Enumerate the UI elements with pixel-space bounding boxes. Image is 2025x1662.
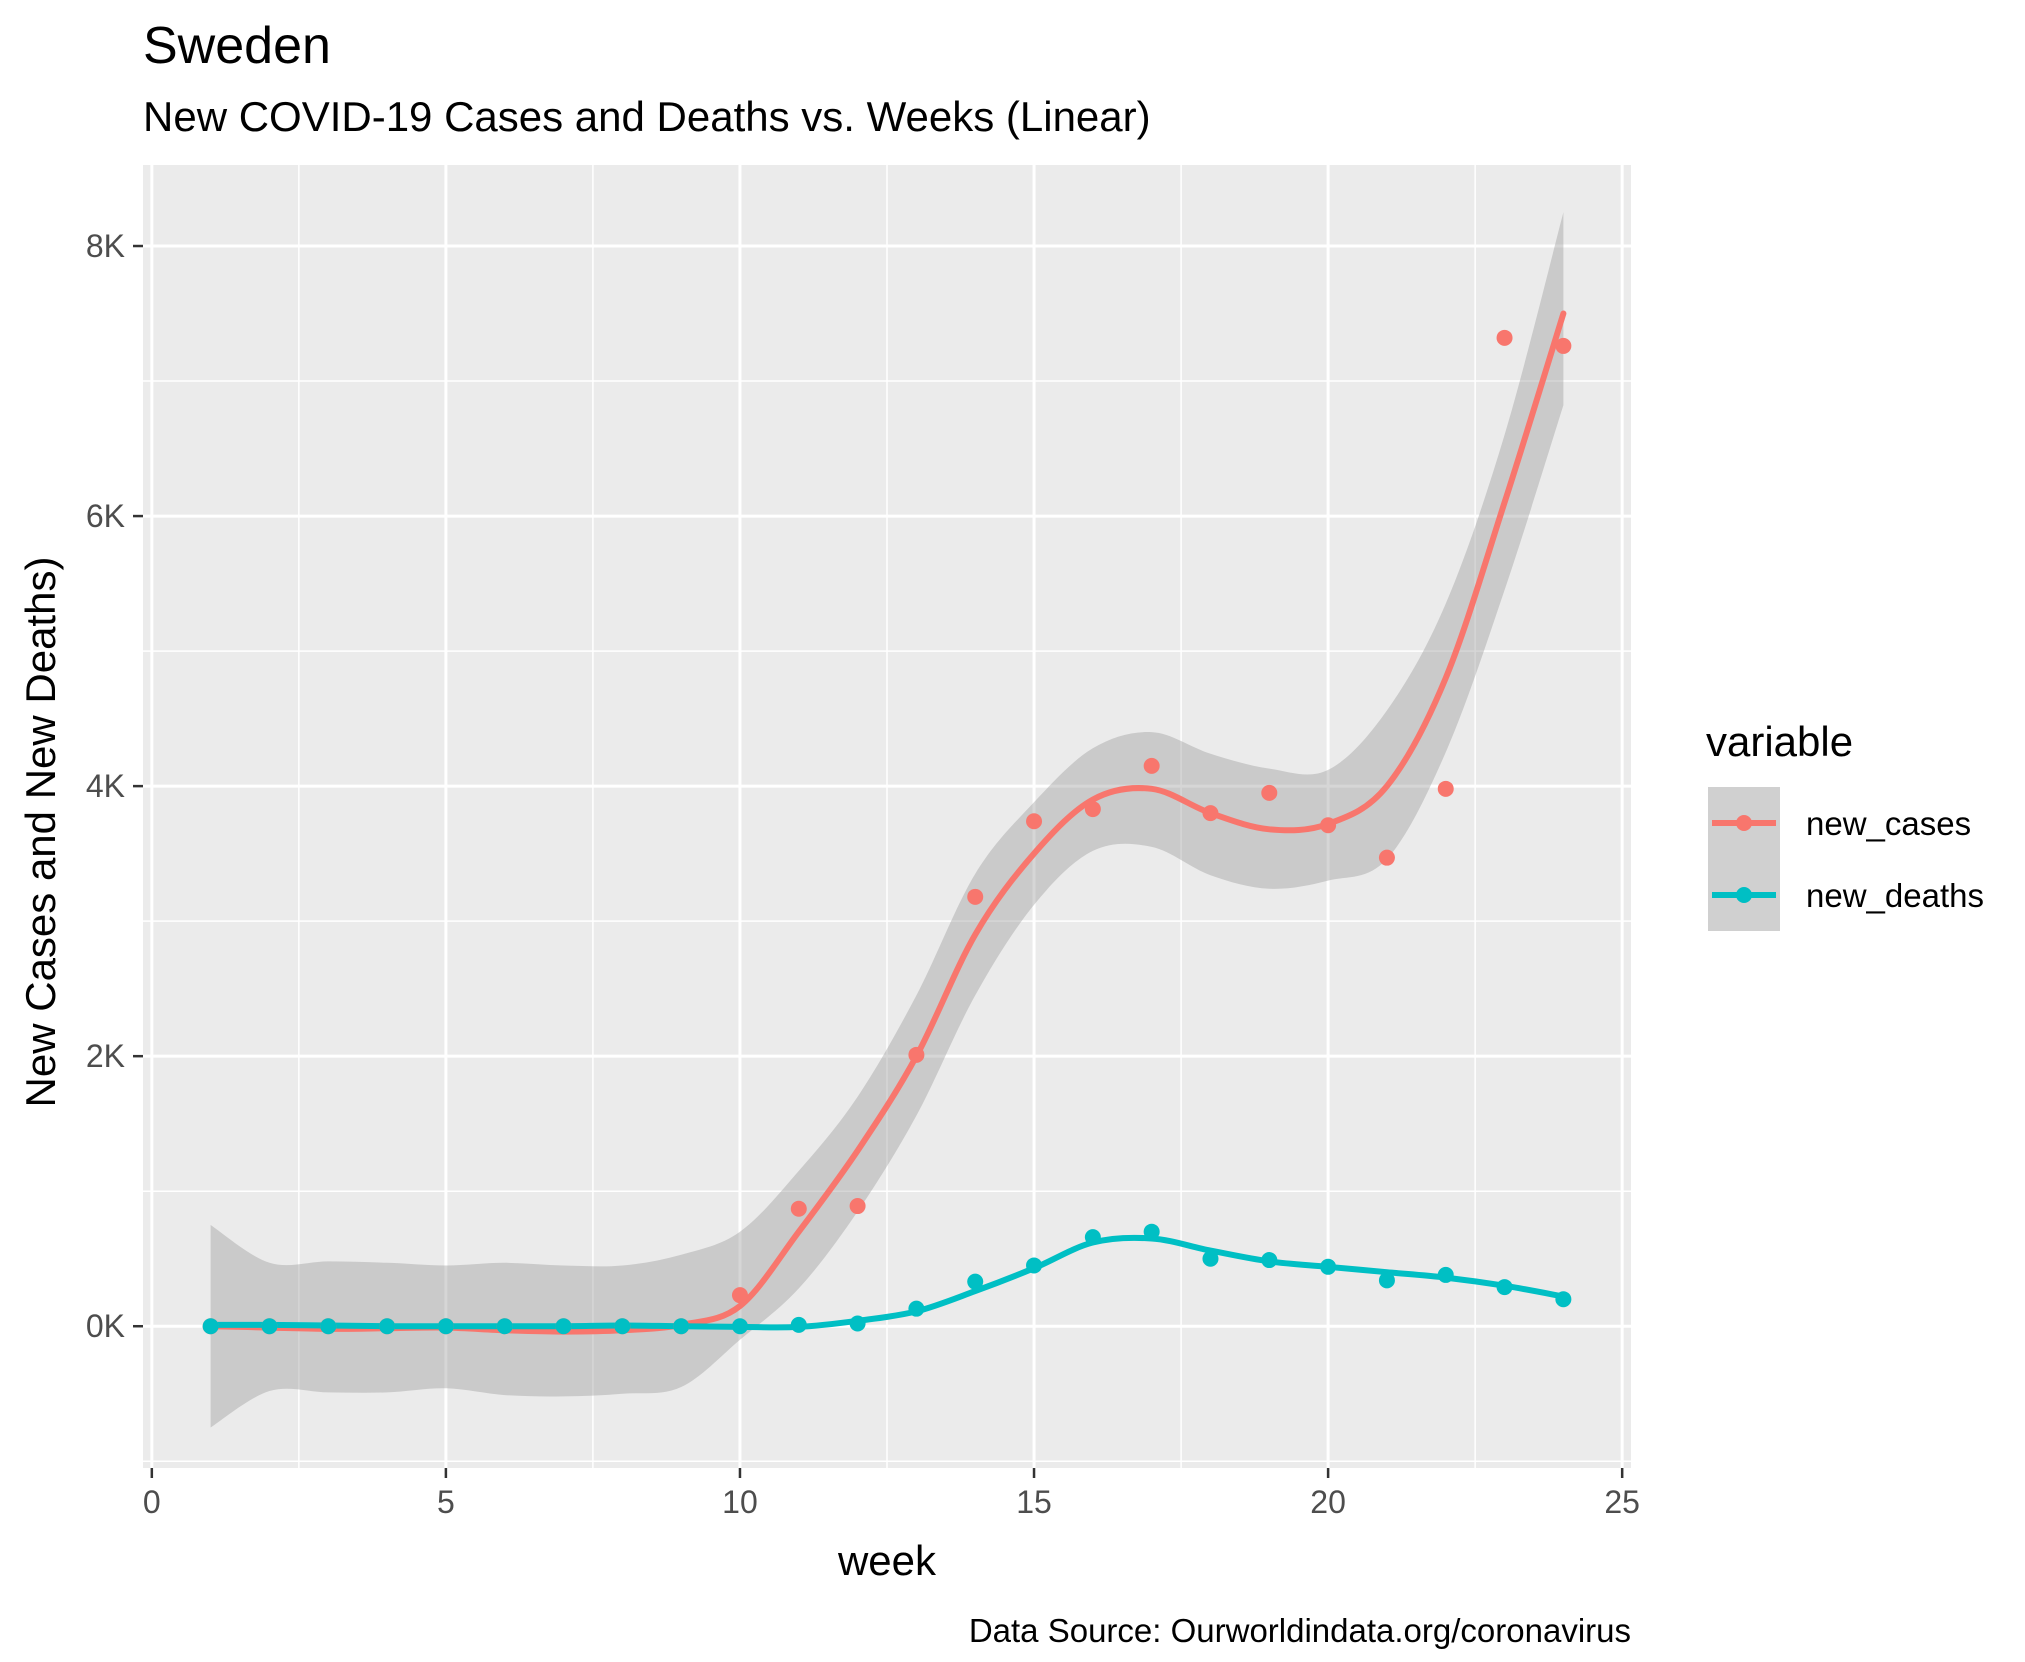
point-new-deaths <box>1437 1266 1454 1283</box>
confidence-band-new-cases <box>210 212 1564 1428</box>
y-axis-title: New Cases and New Deaths) <box>17 557 64 1108</box>
data-points <box>202 329 1572 1335</box>
point-new-deaths <box>967 1273 984 1290</box>
point-new-deaths <box>908 1300 925 1317</box>
x-tick-label: 20 <box>1310 1484 1346 1520</box>
y-tick-label: 6K <box>86 498 125 534</box>
point-new-cases <box>908 1046 925 1063</box>
point-new-deaths <box>1378 1272 1395 1289</box>
chart-subtitle: New COVID-19 Cases and Deaths vs. Weeks … <box>143 93 1151 140</box>
legend-label-new-cases: new_cases <box>1806 805 1971 842</box>
point-new-deaths <box>1202 1250 1219 1267</box>
point-new-deaths <box>1320 1258 1337 1275</box>
legend-label-new-deaths: new_deaths <box>1806 877 1984 914</box>
point-new-deaths <box>1026 1257 1043 1274</box>
point-new-deaths <box>202 1318 219 1335</box>
point-new-cases <box>967 888 984 905</box>
caption: Data Source: Ourworldindata.org/coronavi… <box>969 1612 1631 1649</box>
point-new-cases <box>1378 849 1395 866</box>
y-tick-label: 0K <box>86 1308 125 1344</box>
point-new-deaths <box>1084 1229 1101 1246</box>
point-new-deaths <box>790 1316 807 1333</box>
point-new-deaths <box>849 1315 866 1332</box>
x-tick-label: 10 <box>722 1484 758 1520</box>
x-tick-label: 0 <box>143 1484 161 1520</box>
x-axis: 0 5 10 15 20 25 <box>143 1468 1640 1520</box>
y-tick-label: 8K <box>86 228 125 264</box>
point-new-deaths <box>496 1318 513 1335</box>
point-new-cases <box>1084 801 1101 818</box>
point-new-cases <box>1026 813 1043 830</box>
point-new-cases <box>731 1287 748 1304</box>
point-new-cases <box>1496 329 1513 346</box>
point-new-cases <box>1143 757 1160 774</box>
point-new-cases <box>1202 805 1219 822</box>
minor-gridlines <box>143 165 1631 1468</box>
point-new-cases <box>849 1198 866 1215</box>
point-new-deaths <box>320 1318 337 1335</box>
point-new-deaths <box>673 1318 690 1335</box>
point-new-deaths <box>614 1318 631 1335</box>
legend-key-point-new-deaths <box>1736 887 1752 903</box>
confidence-bands <box>210 212 1564 1428</box>
x-tick-label: 5 <box>437 1484 455 1520</box>
x-tick-label: 15 <box>1016 1484 1052 1520</box>
point-new-cases <box>1320 817 1337 834</box>
y-tick-label: 2K <box>86 1038 125 1074</box>
chart-title: Sweden <box>143 17 331 75</box>
x-tick-label: 25 <box>1604 1484 1640 1520</box>
point-new-deaths <box>261 1318 278 1335</box>
point-new-cases <box>1437 780 1454 797</box>
y-tick-label: 4K <box>86 768 125 804</box>
point-new-deaths <box>1555 1291 1572 1308</box>
point-new-cases <box>1555 337 1572 354</box>
y-axis: 0K 2K 4K 6K 8K <box>86 228 143 1344</box>
point-new-cases <box>1261 784 1278 801</box>
legend-key-point-new-cases <box>1736 815 1752 831</box>
point-new-deaths <box>1143 1223 1160 1240</box>
point-new-deaths <box>379 1318 396 1335</box>
x-axis-title: week <box>837 1537 937 1584</box>
point-new-deaths <box>437 1318 454 1335</box>
point-new-deaths <box>731 1318 748 1335</box>
legend: variable new_cases new_deaths <box>1706 718 1984 931</box>
point-new-deaths <box>1496 1279 1513 1296</box>
point-new-cases <box>790 1200 807 1217</box>
point-new-deaths <box>555 1318 572 1335</box>
legend-title: variable <box>1706 718 1853 765</box>
point-new-deaths <box>1261 1252 1278 1269</box>
